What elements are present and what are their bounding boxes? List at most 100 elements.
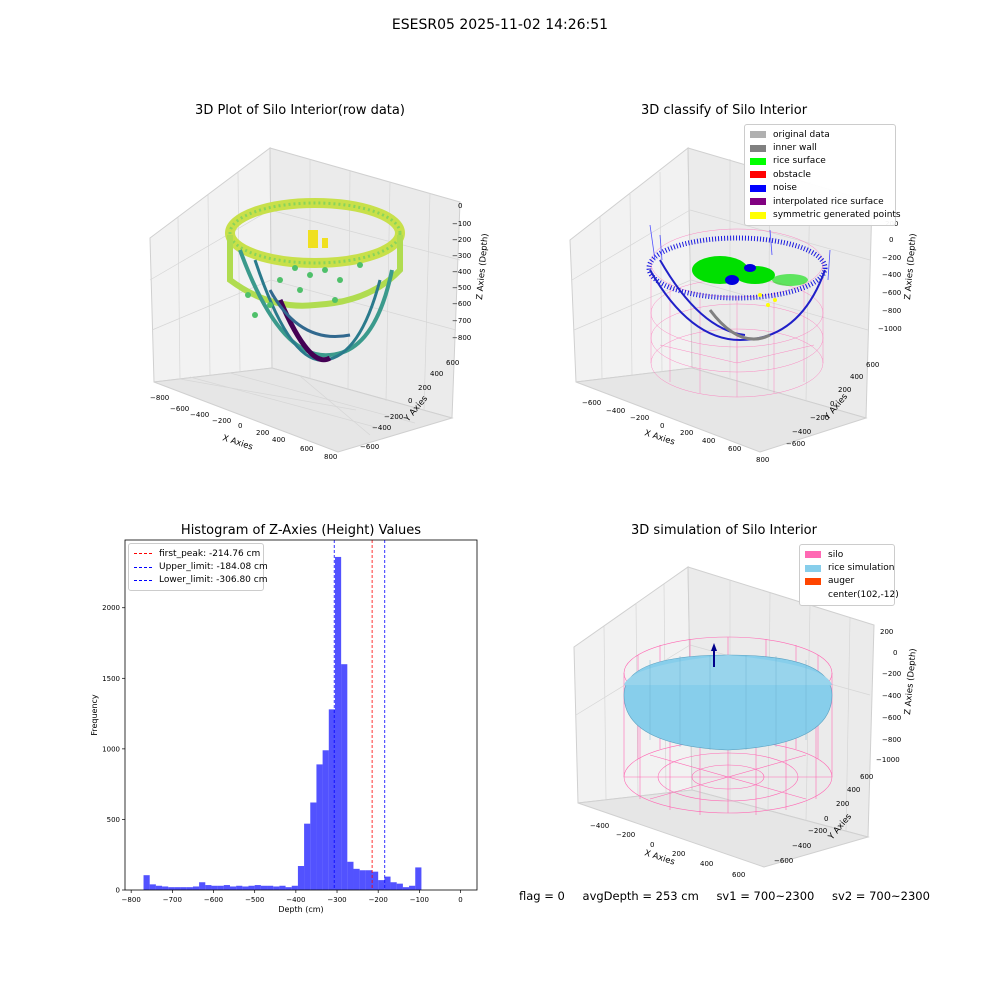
histogram-bar <box>347 861 354 890</box>
histogram-bar <box>254 885 261 890</box>
histogram-bar <box>415 867 422 890</box>
histogram-bar <box>291 885 298 890</box>
svg-text:400: 400 <box>702 437 715 445</box>
histogram-bar <box>242 886 249 890</box>
x-tick-label: −500 <box>245 896 264 904</box>
svg-text:X Axies: X Axies <box>643 428 676 447</box>
legend-item-symmetric-generated-points: symmetric generated points <box>750 208 901 221</box>
svg-text:−400: −400 <box>882 692 901 700</box>
svg-text:400: 400 <box>272 436 285 444</box>
svg-text:600: 600 <box>860 773 873 781</box>
svg-text:600: 600 <box>446 359 459 367</box>
histogram-bar <box>205 885 212 890</box>
svg-text:−800: −800 <box>882 736 901 744</box>
x-axis-label: Depth (cm) <box>278 905 323 914</box>
legend-item-original-data: original data <box>750 128 890 141</box>
svg-text:−1000: −1000 <box>876 756 900 764</box>
legend-item-rice-surface: rice surface <box>750 155 890 168</box>
svg-text:−100: −100 <box>452 220 471 228</box>
histogram-bar <box>334 556 342 890</box>
x-tick-label: −400 <box>286 896 305 904</box>
svg-text:0: 0 <box>458 202 462 210</box>
svg-text:0: 0 <box>889 236 893 244</box>
histogram-bar <box>229 886 237 890</box>
status-sv2: sv2 = 700~2300 <box>832 889 930 903</box>
svg-text:200: 200 <box>672 850 685 858</box>
y-tick-label: 0 <box>116 887 120 895</box>
legend-item-noise: noise <box>750 182 890 195</box>
histogram-bar <box>353 868 360 890</box>
x-tick-label: −100 <box>410 896 429 904</box>
svg-text:200: 200 <box>680 429 693 437</box>
svg-text:−400: −400 <box>452 268 471 276</box>
svg-text:600: 600 <box>300 445 313 453</box>
histogram-bar <box>297 866 305 890</box>
histogram-bar <box>365 870 373 890</box>
legend-item-center: center(102,-12) <box>828 589 899 600</box>
svg-text:−200: −200 <box>212 417 231 425</box>
svg-text:−200: −200 <box>384 413 403 421</box>
histogram-bar <box>279 885 286 890</box>
svg-text:0: 0 <box>238 422 242 430</box>
simulation-legend: silo rice simulation auger center(102,-1… <box>799 544 899 606</box>
status-sv1: sv1 = 700~2300 <box>716 889 815 903</box>
histogram-legend: first_peak: -214.76 cm Upper_limit: -184… <box>128 543 268 592</box>
histogram-bar <box>180 887 187 890</box>
svg-text:0: 0 <box>830 400 834 408</box>
svg-text:−200: −200 <box>882 670 901 678</box>
svg-text:−200: −200 <box>882 254 901 262</box>
svg-text:400: 400 <box>850 373 863 381</box>
svg-text:0: 0 <box>824 815 828 823</box>
svg-text:200: 200 <box>880 628 893 636</box>
legend-item-lower-limit: Lower_limit: -306.80 cm <box>134 574 267 587</box>
svg-text:400: 400 <box>847 786 860 794</box>
histogram-bar <box>322 750 329 890</box>
histogram-bar <box>155 885 163 890</box>
legend-item-interpolated-rice-surface: interpolated rice surface <box>750 195 890 208</box>
svg-text:−600: −600 <box>882 714 901 722</box>
figure-title: ESESR05 2025-11-02 14:26:51 <box>391 17 609 33</box>
histogram-bar <box>211 885 218 890</box>
histogram-bar <box>359 870 366 890</box>
legend-item-upper-limit: Upper_limit: -184.08 cm <box>134 560 268 573</box>
status-bar: flag = 0 avgDepth = 253 cm sv1 = 700~230… <box>519 889 944 903</box>
histogram-bar <box>328 709 335 890</box>
svg-text:−400: −400 <box>190 411 209 419</box>
x-tick-label: −200 <box>369 896 388 904</box>
y-tick-label: 1500 <box>102 675 120 683</box>
legend-item-silo: silo <box>805 548 889 561</box>
x-tick-label: −800 <box>122 896 141 904</box>
svg-text:−200: −200 <box>630 414 649 422</box>
svg-text:−200: −200 <box>452 236 471 244</box>
svg-text:−300: −300 <box>452 252 471 260</box>
histogram-bar <box>285 887 292 890</box>
svg-text:0: 0 <box>893 649 897 657</box>
svg-text:600: 600 <box>866 361 879 369</box>
y-tick-label: 500 <box>107 816 120 824</box>
histogram-bar <box>143 875 150 890</box>
svg-text:200: 200 <box>256 429 269 437</box>
status-flag: flag = 0 <box>519 889 565 903</box>
histogram-bar <box>149 884 156 890</box>
svg-text:X Axies: X Axies <box>221 433 254 452</box>
svg-text:−600: −600 <box>786 440 805 448</box>
svg-text:−200: −200 <box>808 827 827 835</box>
x-tick-label: 0 <box>458 896 462 904</box>
svg-text:Z Axies (Depth): Z Axies (Depth) <box>903 648 919 715</box>
histogram-bar <box>199 882 206 890</box>
histogram-bar <box>384 876 391 890</box>
legend-item-inner-wall: inner wall <box>750 141 890 154</box>
histogram-bar <box>409 885 416 890</box>
histogram-bar <box>341 664 348 890</box>
svg-text:−800: −800 <box>452 334 471 342</box>
svg-text:600: 600 <box>728 445 741 453</box>
histogram-bar <box>267 885 274 890</box>
svg-text:400: 400 <box>700 860 713 868</box>
y-tick-label: 1000 <box>102 745 120 753</box>
svg-text:600: 600 <box>732 871 745 879</box>
histogram-bar <box>396 883 403 890</box>
svg-text:−600: −600 <box>582 399 601 407</box>
svg-text:−600: −600 <box>882 289 901 297</box>
